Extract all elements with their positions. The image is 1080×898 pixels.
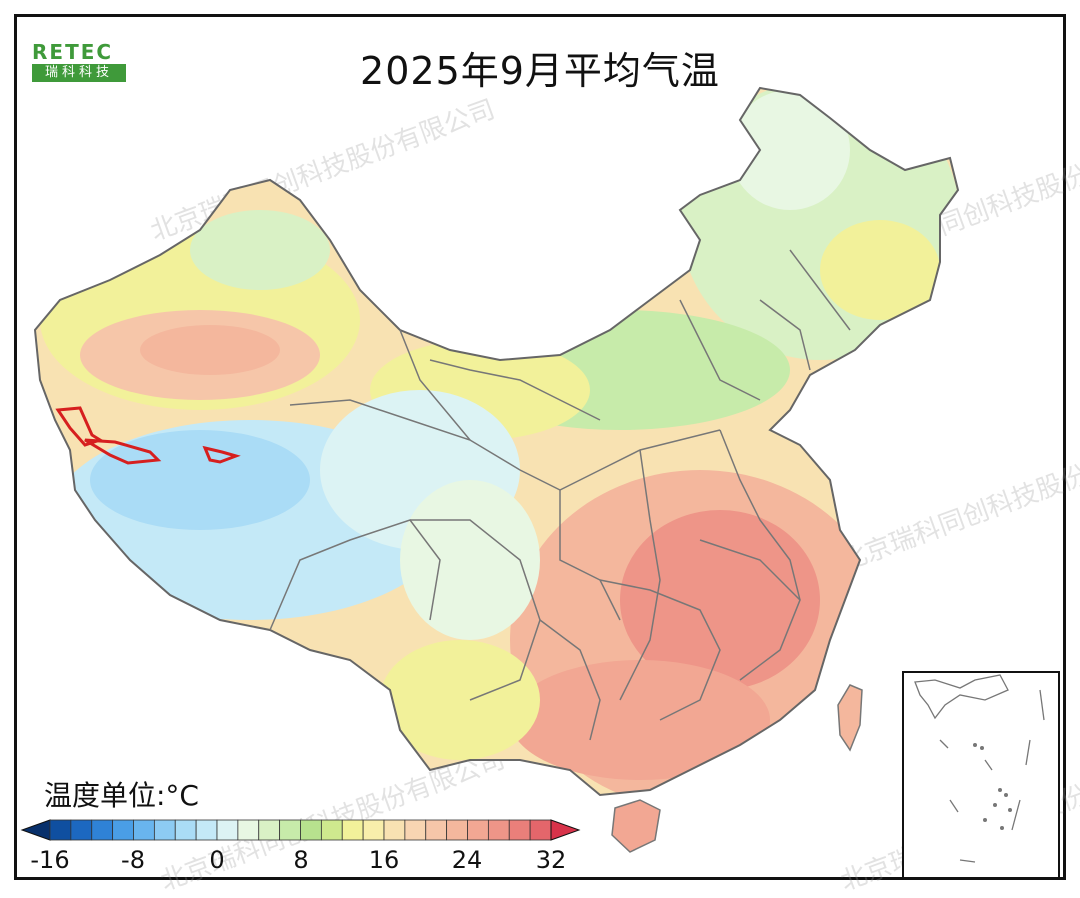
company-logo: RETEC 瑞科科技 [32, 42, 128, 84]
legend-tick: -16 [30, 846, 70, 874]
country-border [33, 86, 960, 797]
legend-unit-label: 温度单位:°C [44, 779, 199, 812]
inset-outline [914, 674, 1045, 863]
map-title: 2025年9月平均气温 [360, 49, 720, 93]
inset-islands [973, 743, 1012, 830]
province-borders [269, 249, 851, 741]
legend-tick: 0 [209, 846, 225, 874]
legend-tick: -8 [121, 846, 145, 874]
legend-tick: 32 [535, 846, 567, 874]
temperature-field [35, 88, 958, 795]
legend-tick: 16 [368, 846, 400, 874]
taiwan-island [837, 684, 863, 752]
highlight-regions [55, 406, 241, 465]
logo-cn: 瑞科科技 [32, 64, 126, 82]
hainan-island [611, 799, 661, 853]
logo-brand: RETEC [32, 40, 114, 64]
legend-tick: 8 [293, 846, 309, 874]
legend-tick: 24 [451, 846, 483, 874]
